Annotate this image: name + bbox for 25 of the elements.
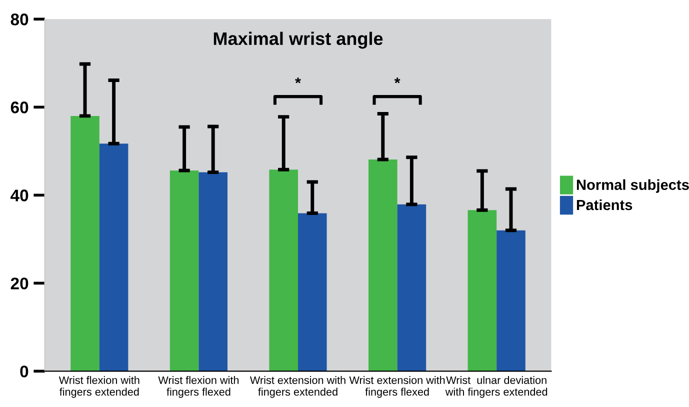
bar <box>496 230 526 372</box>
x-tick-label: Wrist flexion with fingers flexed <box>158 376 239 398</box>
legend-label: Normal subjects <box>576 179 689 193</box>
x-tick-label: Wrist ulnar deviation with fingers extended <box>445 376 548 398</box>
x-tick-label: Wrist extension with fingers flexed <box>349 376 445 398</box>
y-tick-label: 80 <box>10 14 28 26</box>
bar <box>198 172 228 372</box>
annotation: * <box>295 78 301 84</box>
bar <box>368 160 398 372</box>
legend-label: Patients <box>576 199 632 210</box>
text: Maximal wrist angle <box>214 32 383 49</box>
bar <box>269 170 298 372</box>
bar <box>468 210 497 372</box>
y-tick-label: 60 <box>10 102 28 114</box>
bar <box>397 204 426 372</box>
x-tick-label: Wrist extension with fingers extended <box>250 376 346 398</box>
bar <box>99 144 128 372</box>
y-tick-label: 20 <box>10 278 28 290</box>
x-tick-label: Wrist flexion with fingers extended <box>58 376 140 398</box>
annotation: * <box>394 78 400 84</box>
y-tick-label: 0 <box>20 366 28 378</box>
bar <box>298 213 327 372</box>
bar <box>170 170 199 372</box>
bar <box>70 116 100 372</box>
y-tick-label: 40 <box>10 190 28 202</box>
